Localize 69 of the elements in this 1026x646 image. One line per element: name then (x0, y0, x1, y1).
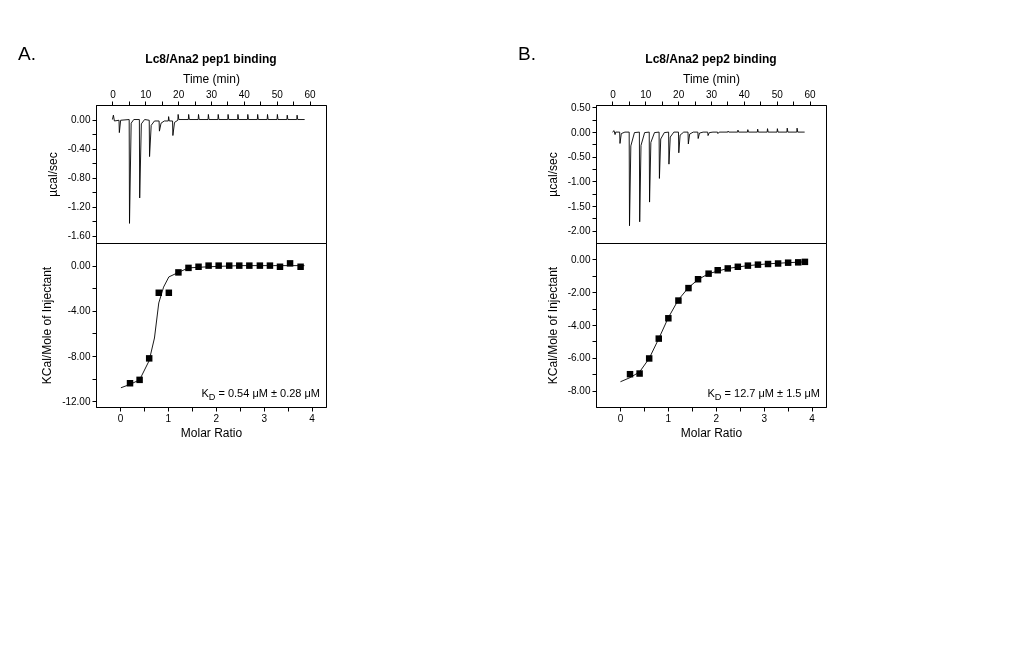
x-tick-label: 30 (205, 88, 218, 100)
x-axis-title: Molar Ratio (180, 425, 243, 440)
y-tick-label: -1.00 (567, 175, 591, 187)
chart-title: Lc8/Ana2 pep1 binding (145, 52, 277, 66)
y-tick-label: -2.00 (567, 225, 591, 237)
y-tick-label: 0.00 (71, 114, 91, 126)
y-axis-title: µcal/sec (545, 152, 560, 197)
y-tick-label: -1.60 (67, 230, 91, 242)
annotation: K$_{D}$ = 12.7 μM ± 1.5 μM (706, 387, 820, 403)
x-tick-label: 0 (110, 88, 117, 100)
x-tick-label: 60 (804, 88, 817, 100)
x-tick-label: 4 (309, 412, 316, 424)
x-tick-label: 10 (140, 88, 152, 100)
point (215, 262, 222, 269)
x-tick-label: 50 (271, 88, 284, 100)
y-tick-label: -12.00 (62, 395, 91, 407)
x-tick-label: 4 (809, 412, 816, 424)
annotation: K$_{D}$ = 0.54 μM ± 0.28 μM (200, 387, 320, 403)
x-tick-label: 20 (673, 88, 685, 100)
y-axis-title: KCal/Mole of Injectant (40, 266, 55, 385)
y-tick-label: -4.00 (67, 305, 91, 317)
x-axis-title: Molar Ratio (680, 425, 743, 440)
point (675, 297, 682, 304)
y-tick-label: 0.50 (571, 101, 591, 113)
y-tick-label: -0.40 (67, 143, 91, 155)
text: B. (518, 43, 536, 65)
point (205, 262, 212, 269)
x-tick-label: 3 (761, 412, 768, 424)
x-tick-label: 0 (117, 412, 124, 424)
x-axis-title: Time (min) (183, 71, 240, 86)
x-tick-label: 2 (713, 412, 720, 424)
y-axis-title: µcal/sec (45, 152, 60, 197)
text: A. (18, 43, 36, 65)
x-tick-label: 40 (238, 88, 251, 100)
line-series (611, 127, 806, 227)
y-tick-label: -0.80 (67, 172, 91, 184)
x-tick-label: 3 (261, 412, 268, 424)
x-tick-label: 40 (738, 88, 751, 100)
y-tick-label: 0.00 (571, 253, 591, 265)
point (705, 270, 712, 277)
point (636, 370, 643, 377)
y-tick-label: -1.20 (67, 201, 91, 213)
y-tick-label: -8.00 (567, 385, 591, 397)
x-tick-label: 1 (165, 412, 172, 424)
y-tick-label: -4.00 (567, 319, 591, 331)
x-tick-label: 20 (173, 88, 185, 100)
point (236, 262, 243, 269)
x-tick-label: 1 (665, 412, 672, 424)
x-tick-label: 10 (640, 88, 652, 100)
y-tick-label: -0.50 (567, 151, 591, 163)
point (175, 269, 182, 276)
y-tick-label: -8.00 (67, 350, 91, 362)
x-axis-title: Time (min) (683, 71, 740, 86)
x-tick-label: 0 (617, 412, 624, 424)
y-tick-label: -1.50 (567, 200, 591, 212)
point (246, 262, 253, 269)
x-tick-label: 0 (610, 88, 617, 100)
y-tick-label: -6.00 (567, 352, 591, 364)
y-axis-title: KCal/Mole of Injectant (545, 266, 560, 385)
y-tick-label: -2.00 (567, 286, 591, 298)
x-tick-label: 30 (705, 88, 718, 100)
y-tick-label: 0.00 (571, 126, 591, 138)
x-tick-label: 60 (304, 88, 317, 100)
chart-title: Lc8/Ana2 pep2 binding (645, 52, 777, 66)
y-tick-label: 0.00 (71, 260, 91, 272)
line-series (111, 113, 306, 224)
point (665, 315, 672, 322)
x-tick-label: 2 (213, 412, 220, 424)
x-tick-label: 50 (771, 88, 784, 100)
